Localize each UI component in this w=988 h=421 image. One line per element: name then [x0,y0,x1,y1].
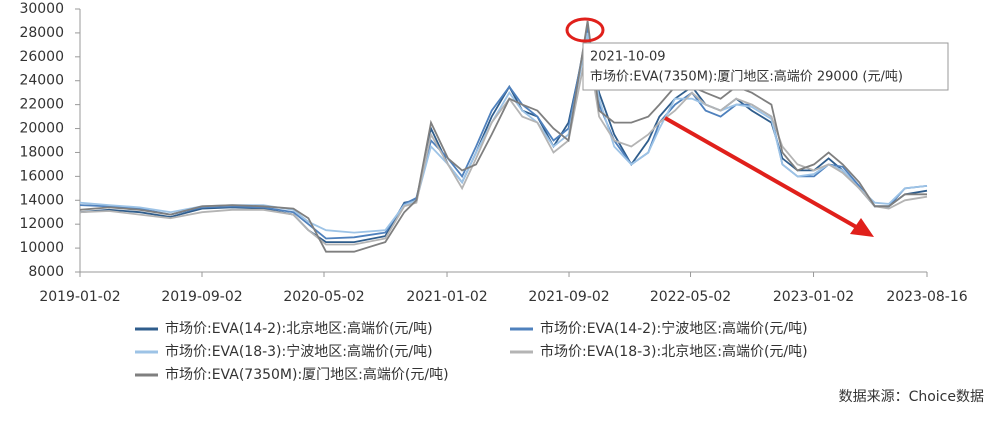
legend-label: 市场价:EVA(14-2):宁波地区:高端价(元/吨) [540,320,808,337]
x-tick-label: 2019-01-02 [39,289,120,305]
x-tick-label: 2020-05-02 [283,289,364,305]
x-tick-label: 2021-09-02 [528,289,609,305]
y-tick-label: 16000 [19,168,64,184]
legend-label: 市场价:EVA(18-3):宁波地区:高端价(元/吨) [165,343,433,360]
series-line [79,32,928,234]
y-tick-label: 28000 [19,25,64,41]
x-tick-label: 2019-09-02 [161,289,242,305]
y-tick-label: 22000 [19,97,64,113]
y-tick-label: 18000 [19,144,64,160]
highlight-circle [565,17,605,43]
series-line [79,20,927,253]
tooltip-date: 2021-10-09 [590,50,666,65]
source: 数据来源：Choice数据 [839,389,984,405]
x-tick-label: 2021-01-02 [406,289,487,305]
plot-area [79,20,928,253]
y-tick-label: 24000 [19,73,64,89]
x-tick-label: 2022-05-02 [650,289,731,305]
legend-label: 市场价:EVA(7350M):厦门地区:高端价(元/吨) [165,366,449,383]
y-tick-label: 26000 [19,49,64,65]
legend-label: 市场价:EVA(18-3):北京地区:高端价(元/吨) [540,343,808,360]
x-tick-label: 2023-01-02 [773,289,854,305]
arrow-head [850,218,874,237]
y-tick-label: 20000 [19,121,64,137]
tooltip-box [582,42,949,91]
x-tick-label: 2023-08-16 [886,289,967,305]
y-tick-label: 14000 [19,192,64,208]
y-tick-label: 8000 [28,264,64,280]
y-tick-label: 30000 [19,1,64,17]
y-tick-label: 10000 [19,240,64,256]
y-tick-label: 12000 [19,216,64,232]
arrow-shaft [664,116,859,230]
legend-label: 市场价:EVA(14-2):北京地区:高端价(元/吨) [165,320,433,337]
tooltip-text: 市场价:EVA(7350M):厦门地区:高端价 29000 (元/吨) [590,69,903,85]
